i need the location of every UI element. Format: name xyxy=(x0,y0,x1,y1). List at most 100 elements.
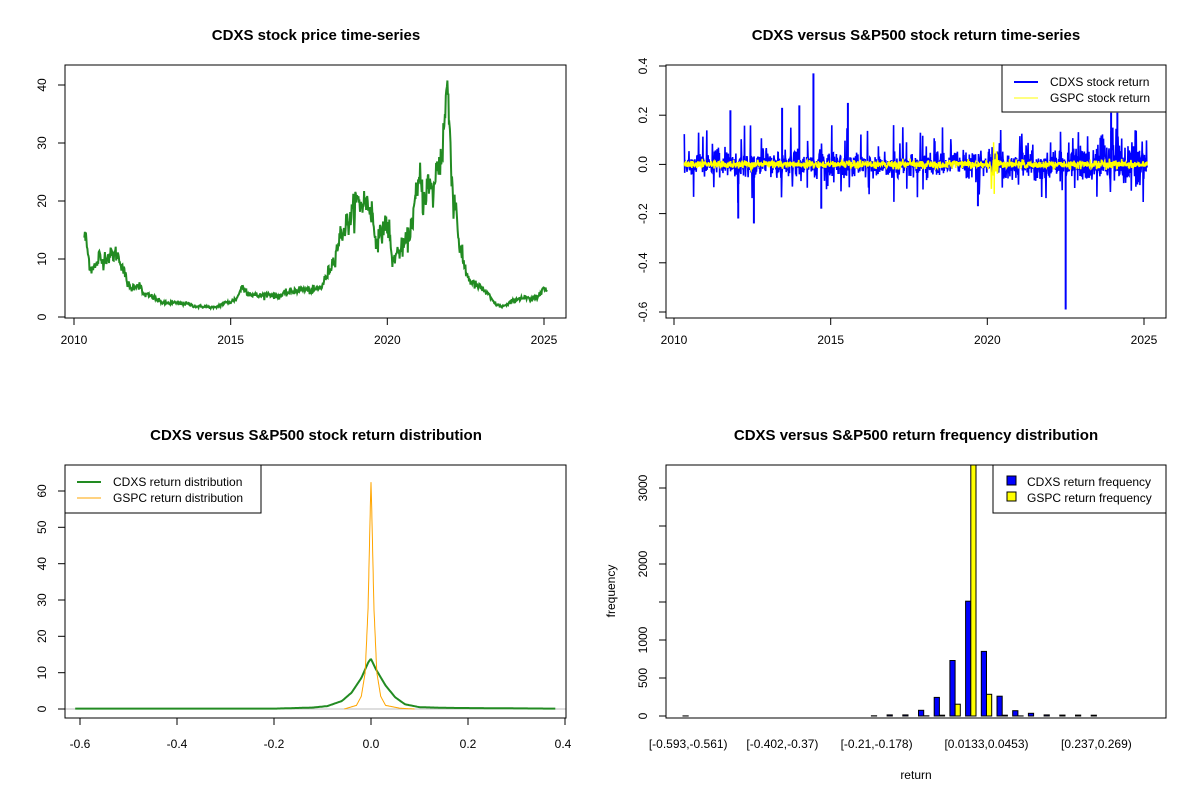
legend: CDXS stock return GSPC stock return xyxy=(1001,64,1167,113)
panel-return-frequency: CDXS versus S&P500 return frequency dist… xyxy=(604,427,1167,782)
gspc-frequency-bar xyxy=(938,714,946,717)
y-axis: 0 10 20 30 40 xyxy=(35,78,66,320)
cdxs-frequency-bar xyxy=(1075,714,1082,717)
y-tick: 30 xyxy=(35,593,65,607)
legend-label: CDXS return distribution xyxy=(113,475,242,489)
y-tick-label: 30 xyxy=(35,593,49,607)
x-tick-label: 2025 xyxy=(531,333,558,347)
x-tick: -0.4 xyxy=(167,718,188,751)
y-tick-label: 40 xyxy=(35,557,49,571)
x-bin-label: [0.237,0.269) xyxy=(1061,737,1132,751)
cdxs-density-line xyxy=(75,658,556,710)
y-tick: 40 xyxy=(35,78,65,92)
y-axis: -0.6 -0.4 -0.2 0.0 0.2 0.4 xyxy=(636,57,667,322)
x-tick: 2010 xyxy=(661,318,688,347)
x-tick: 2020 xyxy=(974,318,1001,347)
y-tick: 40 xyxy=(35,557,65,571)
cdxs-frequency-bar xyxy=(949,660,956,717)
y-tick: -0.6 xyxy=(636,301,666,322)
legend-swatch-cdxs xyxy=(1006,475,1017,486)
y-tick: 50 xyxy=(35,520,65,534)
gspc-density-line xyxy=(344,482,415,710)
x-tick: -0.2 xyxy=(264,718,285,751)
x-bin-label: [0.0133,0.0453) xyxy=(944,737,1028,751)
y-tick: 0 xyxy=(35,705,65,712)
y-tick: 10 xyxy=(35,666,65,680)
legend-label: GSPC return frequency xyxy=(1027,491,1152,505)
y-tick: 60 xyxy=(35,484,65,498)
legend-box xyxy=(1001,64,1167,113)
x-tick-label: -0.6 xyxy=(70,737,91,751)
x-tick-label: 0.4 xyxy=(555,737,572,751)
y-axis: 0 10 20 30 40 50 60 xyxy=(35,484,66,712)
y-tick-label: 60 xyxy=(35,484,49,498)
y-tick-label: 1000 xyxy=(636,626,650,653)
legend: CDXS return distribution GSPC return dis… xyxy=(64,464,262,514)
x-tick-label: 0.2 xyxy=(460,737,477,751)
x-tick-label: 0.0 xyxy=(363,737,380,751)
x-tick-label: 2020 xyxy=(374,333,401,347)
x-tick: 2010 xyxy=(61,318,88,347)
cdxs-frequency-bar xyxy=(1012,710,1019,717)
x-bin-label: [-0.21,-0.178) xyxy=(841,737,913,751)
x-tick-label: 2010 xyxy=(61,333,88,347)
y-tick: 0.2 xyxy=(636,107,666,124)
y-axis-title: frequency xyxy=(604,565,618,618)
chart-title: CDXS versus S&P500 return frequency dist… xyxy=(734,427,1098,444)
plot-area xyxy=(682,465,1097,717)
plot-frame xyxy=(64,64,567,319)
x-tick: 2015 xyxy=(817,318,844,347)
cdxs-frequency-bar xyxy=(1090,714,1097,717)
x-axis-labels: [-0.593,-0.561) [-0.402,-0.37) [-0.21,-0.1… xyxy=(649,737,1132,751)
gspc-frequency-bar xyxy=(986,693,993,717)
y-tick: -0.2 xyxy=(636,203,666,224)
y-axis: 0 500 1000 2000 3000 xyxy=(636,474,667,719)
x-tick: 2025 xyxy=(1131,318,1158,347)
y-tick-label: -0.2 xyxy=(636,203,650,224)
y-tick-label: 0.2 xyxy=(636,107,650,124)
gspc-return-line xyxy=(683,151,1148,189)
price-line xyxy=(83,80,548,311)
y-tick: 20 xyxy=(35,629,65,643)
y-tick: 0.4 xyxy=(636,57,666,74)
x-tick: 2015 xyxy=(217,318,244,347)
y-tick-label: 3000 xyxy=(636,474,650,501)
x-tick-label: 2015 xyxy=(817,333,844,347)
y-tick-label: 40 xyxy=(35,78,49,92)
x-bin-label: [-0.593,-0.561) xyxy=(649,737,728,751)
x-tick-label: -0.4 xyxy=(167,737,188,751)
cdxs-frequency-bar xyxy=(1027,712,1035,717)
cdxs-frequency-bar xyxy=(933,696,940,717)
y-tick: 30 xyxy=(35,136,65,150)
y-tick-label: 0.0 xyxy=(636,156,650,173)
y-tick-label: -0.4 xyxy=(636,252,650,273)
x-axis-title: return xyxy=(900,768,931,782)
y-tick: 0 xyxy=(35,313,65,320)
chart-title: CDXS versus S&P500 stock return time-ser… xyxy=(752,27,1080,44)
x-tick-label: -0.2 xyxy=(264,737,285,751)
x-tick-label: 2025 xyxy=(1131,333,1158,347)
x-bin-label: [-0.402,-0.37) xyxy=(746,737,818,751)
plot-area xyxy=(75,482,556,710)
cdxs-frequency-bar xyxy=(1059,714,1066,717)
panel-return-timeseries: CDXS versus S&P500 stock return time-ser… xyxy=(636,27,1167,347)
legend-box xyxy=(64,464,262,514)
y-tick-label: 0.4 xyxy=(636,57,650,74)
x-tick-label: 2010 xyxy=(661,333,688,347)
x-tick: -0.6 xyxy=(70,718,91,751)
x-tick: 0.4 xyxy=(555,718,572,751)
y-tick-label: 0 xyxy=(35,313,49,320)
plot-area xyxy=(683,73,1148,310)
y-tick-label: 10 xyxy=(35,666,49,680)
panel-price-timeseries: CDXS stock price time-series 2010 2015 2… xyxy=(35,27,567,347)
cdxs-frequency-bar xyxy=(996,695,1003,717)
x-tick: 0.2 xyxy=(460,718,477,751)
legend: CDXS return frequency GSPC return freque… xyxy=(992,464,1167,514)
legend-label: CDXS return frequency xyxy=(1027,475,1151,489)
y-tick-label: -0.6 xyxy=(636,301,650,322)
legend-box xyxy=(992,464,1167,514)
x-axis: 2010 2015 2020 2025 xyxy=(661,317,1158,347)
plot-clip xyxy=(682,465,1097,717)
legend-label: GSPC stock return xyxy=(1050,91,1150,105)
